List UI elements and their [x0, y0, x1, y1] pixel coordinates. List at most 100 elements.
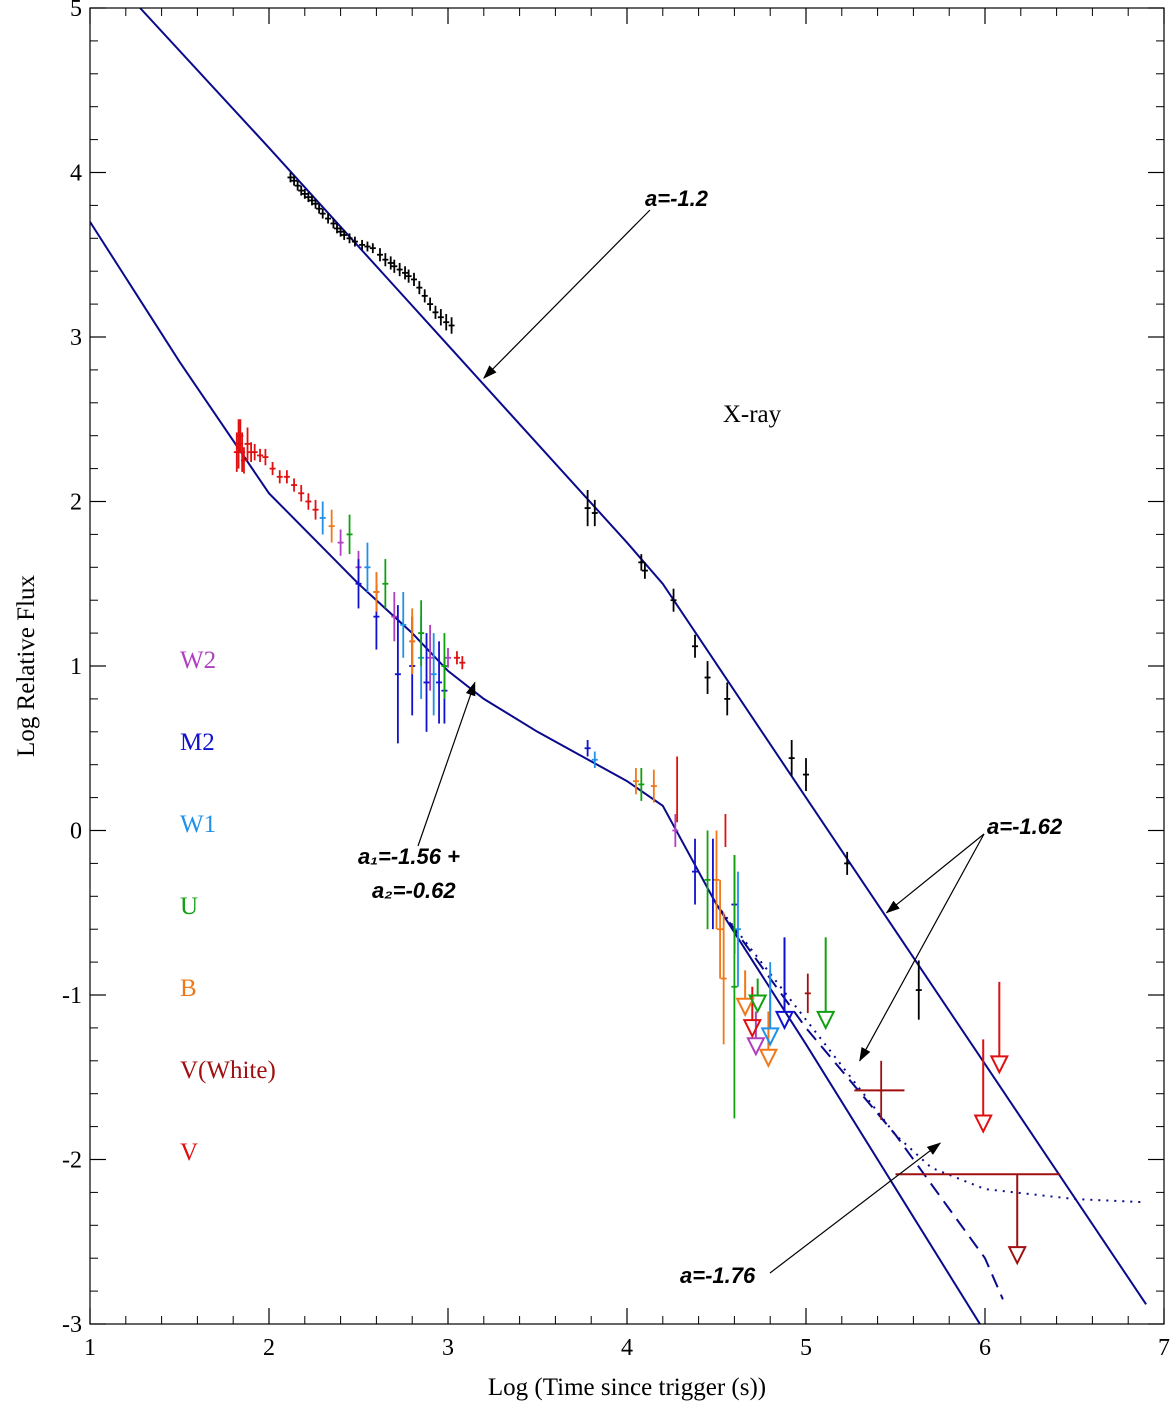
xray-point	[405, 269, 412, 283]
data-point-w2	[337, 529, 344, 556]
annotation-arrow	[859, 833, 985, 1062]
xray-point	[291, 175, 298, 186]
data-point-w2	[391, 591, 398, 642]
xray-point	[298, 185, 305, 196]
xray-point	[351, 236, 358, 247]
data-point-w1	[364, 542, 371, 592]
data-point-b	[720, 912, 727, 1045]
upper-limit-arrowhead	[735, 997, 755, 1017]
x-tick-label: 4	[621, 1335, 633, 1361]
xray-point	[316, 203, 323, 214]
annotation-label: a=-1.2	[645, 186, 709, 211]
xray-point	[432, 305, 439, 319]
model-line-dashed-2	[715, 903, 1004, 1300]
data-point-v	[283, 470, 290, 484]
data-point-u	[638, 767, 645, 801]
data-point-v	[298, 485, 305, 502]
y-tick-label: 4	[70, 161, 82, 187]
xray-point	[346, 233, 353, 244]
upper-limit-arrowhead	[758, 1048, 779, 1068]
xray-point	[641, 562, 648, 579]
upper-limit-arrowhead	[973, 1114, 993, 1134]
annotation-arrow	[769, 1142, 942, 1274]
upper-limit-v	[742, 986, 762, 1039]
data-point-w2	[427, 624, 434, 691]
xray-point	[448, 317, 455, 334]
upper-limit-arrowhead	[989, 1055, 1009, 1075]
annotation-label: a₁=-1.56 +	[358, 844, 460, 869]
y-tick-label: -3	[62, 1312, 82, 1338]
xray-point	[387, 256, 394, 270]
x-tick-label: 7	[1158, 1335, 1170, 1361]
data-point-v	[262, 448, 269, 466]
model-line-dotted-3	[715, 903, 1147, 1204]
data-point-b	[713, 830, 720, 930]
xray-point	[391, 259, 398, 273]
data-point-m2	[394, 605, 401, 744]
x-tick-label: 2	[263, 1335, 275, 1361]
upper-limit-b	[758, 1011, 779, 1068]
upper-limit-arrowhead	[748, 994, 768, 1014]
data-point-v	[257, 448, 264, 463]
annotation-label: a=-1.76	[680, 1263, 756, 1288]
upper-limit-m2	[774, 937, 795, 1031]
upper-limit-arrowhead	[742, 1019, 762, 1039]
upper-limit-arrowhead	[816, 1010, 836, 1031]
xray-point	[704, 661, 711, 694]
xray-point	[844, 851, 851, 875]
x-axis-title: Log (Time since trigger (s))	[488, 1374, 766, 1401]
y-axis-title: Log Relative Flux	[13, 575, 40, 757]
data-point-m2	[423, 633, 430, 732]
xray-point	[396, 262, 403, 277]
data-point-w1	[319, 501, 326, 535]
xray-point	[421, 289, 428, 303]
xray-point	[638, 554, 645, 571]
data-point-v	[305, 493, 312, 510]
data-point-v	[276, 470, 283, 484]
xray-point	[915, 960, 922, 1020]
data-point-v-white	[804, 973, 811, 1014]
data-point-w1	[430, 633, 437, 716]
upper-limit-v	[989, 981, 1009, 1075]
xray-point	[308, 195, 315, 206]
data-point-u	[704, 830, 711, 930]
band-label: X-ray	[723, 401, 782, 428]
data-point-m2	[436, 641, 443, 724]
annotation-arrow	[885, 833, 985, 914]
xray-point	[410, 272, 417, 287]
xray-point	[402, 266, 409, 280]
axis-ticks: 1 2 3 4 5 6 7 -3 -2 -1 0 1 2 3 4 5	[62, 0, 1170, 1361]
xray-point	[670, 588, 677, 612]
xray-point	[287, 172, 294, 183]
data-point-v	[459, 656, 466, 670]
data-point-v	[312, 499, 319, 520]
data-point-u	[382, 559, 389, 609]
data-point-w1	[734, 871, 741, 987]
xray-point	[341, 230, 348, 240]
data-point-m2	[355, 559, 362, 609]
xray-point	[330, 218, 337, 229]
upper-limit-w2	[746, 1011, 766, 1057]
annotation-label: a=-1.62	[987, 814, 1063, 839]
annotation-label: a₂=-0.62	[372, 878, 456, 903]
y-tick-label: -1	[62, 983, 82, 1009]
x-tick-label: 3	[442, 1335, 454, 1361]
series-layer	[90, 8, 1147, 1324]
xray-point	[427, 297, 434, 311]
legend-entry: B	[180, 975, 197, 1002]
xray-point	[319, 208, 326, 219]
data-point-b	[328, 509, 335, 543]
legend-entry: V	[180, 1139, 198, 1166]
model-line-solid-1	[90, 221, 982, 1324]
upper-limit-u	[816, 937, 836, 1031]
annotation-arrow	[417, 681, 476, 847]
xray-point	[788, 740, 795, 777]
legend-entry: V(White)	[180, 1057, 276, 1084]
legend: W2 M2 W1 U B V(White) V	[180, 647, 276, 1166]
upper-limit-arrowhead	[1007, 1246, 1027, 1266]
upper-limit-b	[735, 970, 755, 1017]
legend-entry: U	[180, 893, 198, 920]
xray-point	[382, 253, 389, 267]
data-point-b	[717, 879, 724, 979]
